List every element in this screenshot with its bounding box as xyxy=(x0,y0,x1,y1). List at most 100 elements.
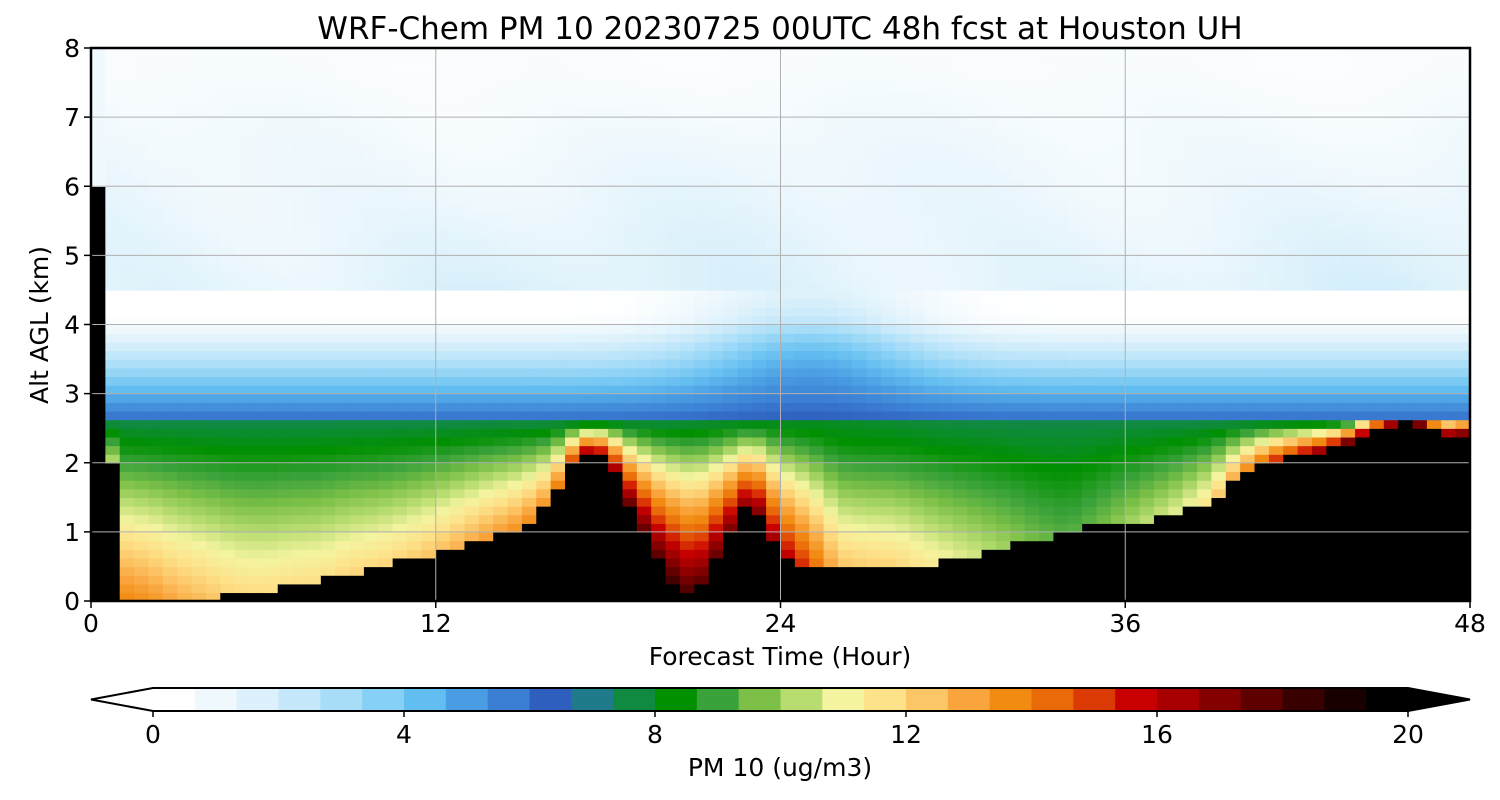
heatmap-cell xyxy=(421,186,437,196)
heatmap-cell xyxy=(823,454,839,464)
heatmap-cell xyxy=(708,186,724,196)
heatmap-cell xyxy=(995,281,1012,291)
heatmap-cell xyxy=(521,419,538,429)
heatmap-cell xyxy=(809,143,825,153)
heatmap-cell xyxy=(995,488,1012,499)
heatmap-cell xyxy=(780,376,796,386)
heatmap-cell xyxy=(1182,359,1198,369)
heatmap-cell xyxy=(335,143,351,153)
heatmap-cell xyxy=(363,454,379,464)
heatmap-cell xyxy=(521,480,538,490)
heatmap-cell xyxy=(249,367,265,378)
heatmap-cell xyxy=(507,549,523,559)
heatmap-cell xyxy=(766,350,782,360)
heatmap-cell xyxy=(909,203,925,213)
heatmap-cell xyxy=(565,229,581,239)
heatmap-cell xyxy=(1211,566,1227,576)
heatmap-cell xyxy=(565,151,581,162)
heatmap-cell xyxy=(421,151,437,162)
heatmap-cell xyxy=(349,108,365,118)
heatmap-cell xyxy=(694,557,710,568)
heatmap-cell xyxy=(1067,549,1083,559)
heatmap-cell xyxy=(450,410,466,421)
heatmap-cell xyxy=(809,436,825,447)
heatmap-cell xyxy=(794,246,810,257)
heatmap-cell xyxy=(464,73,480,84)
heatmap-cell xyxy=(1053,531,1069,542)
heatmap-cell xyxy=(1153,117,1170,127)
heatmap-cell xyxy=(651,497,667,507)
heatmap-cell xyxy=(952,143,968,153)
heatmap-cell xyxy=(952,82,968,92)
heatmap-cell xyxy=(521,367,538,378)
heatmap-cell xyxy=(478,289,494,300)
heatmap-cell xyxy=(924,341,940,352)
heatmap-cell xyxy=(378,350,394,360)
heatmap-cell xyxy=(134,117,150,127)
heatmap-cell xyxy=(263,350,279,360)
heatmap-cell xyxy=(651,393,667,403)
heatmap-cell xyxy=(1110,436,1126,447)
heatmap-cell xyxy=(378,402,394,412)
heatmap-cell xyxy=(809,56,825,66)
heatmap-cell xyxy=(565,177,581,187)
heatmap-cell xyxy=(737,56,753,66)
heatmap-cell xyxy=(1067,514,1083,524)
heatmap-cell xyxy=(1039,566,1055,576)
heatmap-cell xyxy=(1039,583,1055,594)
heatmap-cell xyxy=(981,108,997,118)
heatmap-cell xyxy=(249,410,265,421)
heatmap-cell xyxy=(866,454,882,464)
heatmap-cell xyxy=(536,471,552,481)
heatmap-cell xyxy=(952,73,968,84)
heatmap-cell xyxy=(737,298,753,308)
heatmap-cell xyxy=(952,445,968,455)
heatmap-cell xyxy=(521,341,538,352)
heatmap-cell xyxy=(565,160,581,170)
heatmap-cell xyxy=(837,497,854,507)
heatmap-cell xyxy=(809,91,825,101)
heatmap-cell xyxy=(1125,350,1141,360)
heatmap-cell xyxy=(837,108,854,118)
heatmap-cell xyxy=(421,108,437,118)
heatmap-cell xyxy=(981,289,997,300)
heatmap-cell xyxy=(837,238,854,248)
heatmap-cell xyxy=(263,186,279,196)
heatmap-cell xyxy=(205,117,221,127)
heatmap-cell xyxy=(1197,125,1213,136)
heatmap-cell xyxy=(1082,350,1098,360)
heatmap-cell xyxy=(478,488,494,499)
heatmap-cell xyxy=(651,125,667,136)
heatmap-cell xyxy=(924,428,940,438)
heatmap-cell xyxy=(177,220,193,231)
heatmap-cell xyxy=(91,229,107,239)
heatmap-cell xyxy=(780,151,796,162)
heatmap-cell xyxy=(478,272,494,282)
heatmap-cell xyxy=(306,462,322,473)
heatmap-cell xyxy=(1024,531,1040,542)
heatmap-cell xyxy=(895,497,911,507)
heatmap-cell xyxy=(536,480,552,490)
heatmap-cell xyxy=(421,324,437,334)
heatmap-cell xyxy=(521,384,538,395)
heatmap-cell xyxy=(1010,333,1026,343)
heatmap-cell xyxy=(507,419,523,429)
heatmap-cell xyxy=(881,549,897,559)
heatmap-cell xyxy=(550,65,566,75)
heatmap-cell xyxy=(550,151,566,162)
heatmap-cell xyxy=(579,99,595,110)
heatmap-cell xyxy=(306,125,322,136)
heatmap-cell xyxy=(521,298,538,308)
heatmap-cell xyxy=(450,523,466,533)
heatmap-cell xyxy=(119,531,135,542)
heatmap-cell xyxy=(507,307,523,317)
heatmap-cell xyxy=(148,410,164,421)
heatmap-cell xyxy=(1153,134,1170,144)
heatmap-cell xyxy=(565,220,581,231)
heatmap-cell xyxy=(205,220,221,231)
heatmap-cell xyxy=(91,333,107,343)
heatmap-cell xyxy=(909,177,925,187)
heatmap-cell xyxy=(378,151,394,162)
heatmap-cell xyxy=(593,212,609,222)
heatmap-cell xyxy=(162,194,178,205)
